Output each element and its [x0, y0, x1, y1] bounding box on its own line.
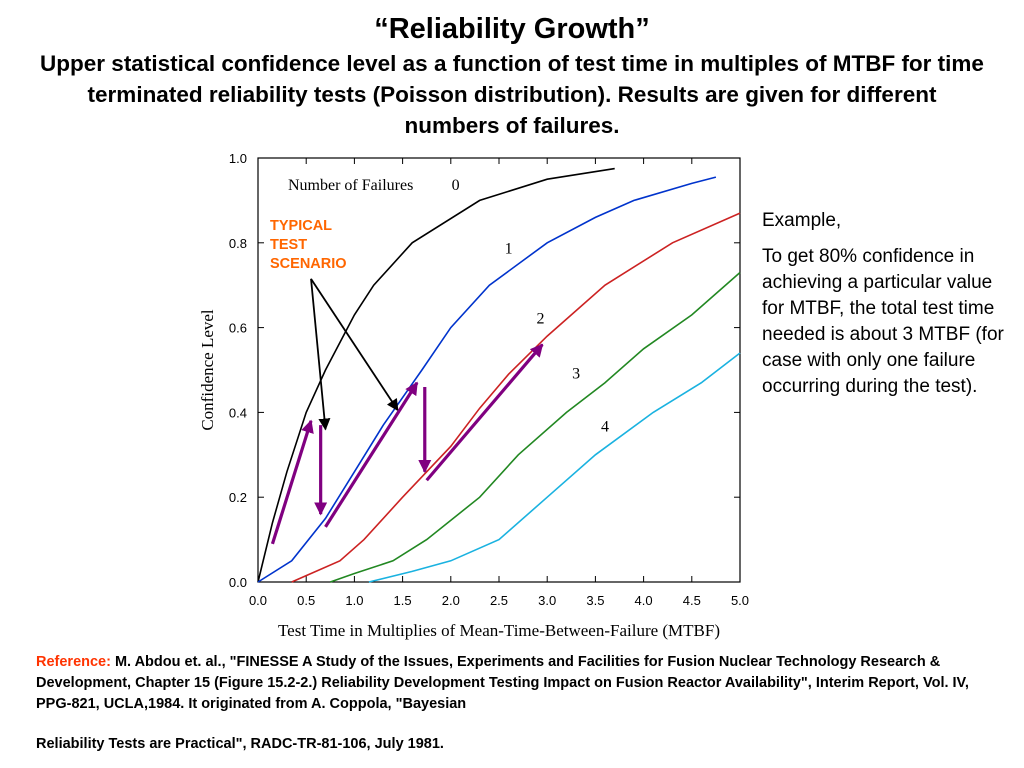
x-tick-label: 4.0 — [635, 593, 653, 608]
reference-label: Reference: — [36, 654, 111, 670]
x-tick-label: 2.0 — [442, 593, 460, 608]
example-text: To get 80% confidence in achieving a par… — [762, 246, 1004, 397]
scenario-arrow — [270, 419, 314, 545]
y-tick-label: 0.2 — [229, 490, 247, 505]
series-label-0: 0 — [452, 177, 460, 194]
y-tick-label: 0.4 — [229, 405, 247, 420]
x-tick-label: 5.0 — [731, 593, 749, 608]
scenario-arrow — [324, 381, 419, 528]
annotation-line: TYPICAL — [270, 218, 332, 234]
series-line-4-failures — [368, 352, 741, 583]
series-label-2: 2 — [536, 310, 544, 327]
pointer-arrow — [310, 278, 399, 412]
series-line-2-failures — [291, 212, 741, 583]
series-label-3: 3 — [572, 365, 580, 382]
series-line-1-failures — [257, 176, 717, 583]
x-tick-label: 1.5 — [394, 593, 412, 608]
reference-text-continued: Reliability Tests are Practical", RADC-T… — [36, 736, 444, 752]
y-tick-label: 0.0 — [229, 575, 247, 590]
y-tick-label: 0.6 — [229, 321, 247, 336]
annotation-line: SCENARIO — [270, 256, 347, 272]
annotation-line: TEST — [270, 237, 307, 253]
x-tick-label: 0.5 — [297, 593, 315, 608]
scenario-arrow — [425, 343, 544, 482]
example-heading: Example, — [762, 210, 842, 231]
slide-title: “Reliability Growth” — [374, 13, 650, 45]
series-line-0-failures — [257, 167, 615, 583]
x-tick-label: 3.0 — [538, 593, 556, 608]
y-tick-label: 0.8 — [229, 236, 247, 251]
slide-subtitle: Upper statistical confidence level as a … — [40, 51, 984, 138]
x-axis-label: Test Time in Multiplies of Mean-Time-Bet… — [278, 621, 720, 640]
x-tick-label: 0.0 — [249, 593, 267, 608]
x-tick-label: 4.5 — [683, 593, 701, 608]
example-panel: Example, To get 80% confidence in achiev… — [762, 208, 1012, 410]
series-label-1: 1 — [505, 240, 513, 257]
series-line-3-failures — [330, 271, 741, 583]
legend-title: Number of Failures — [288, 177, 413, 194]
reference-note: Reference: M. Abdou et. al., "FINESSE A … — [36, 652, 996, 755]
series-label-4: 4 — [601, 418, 609, 435]
reference-text: M. Abdou et. al., "FINESSE A Study of th… — [36, 654, 969, 712]
x-tick-label: 2.5 — [490, 593, 508, 608]
x-tick-label: 1.0 — [345, 593, 363, 608]
y-tick-label: 1.0 — [229, 151, 247, 166]
x-tick-label: 3.5 — [586, 593, 604, 608]
pointer-arrow — [310, 278, 331, 431]
y-axis-label: Confidence Level — [198, 309, 217, 431]
